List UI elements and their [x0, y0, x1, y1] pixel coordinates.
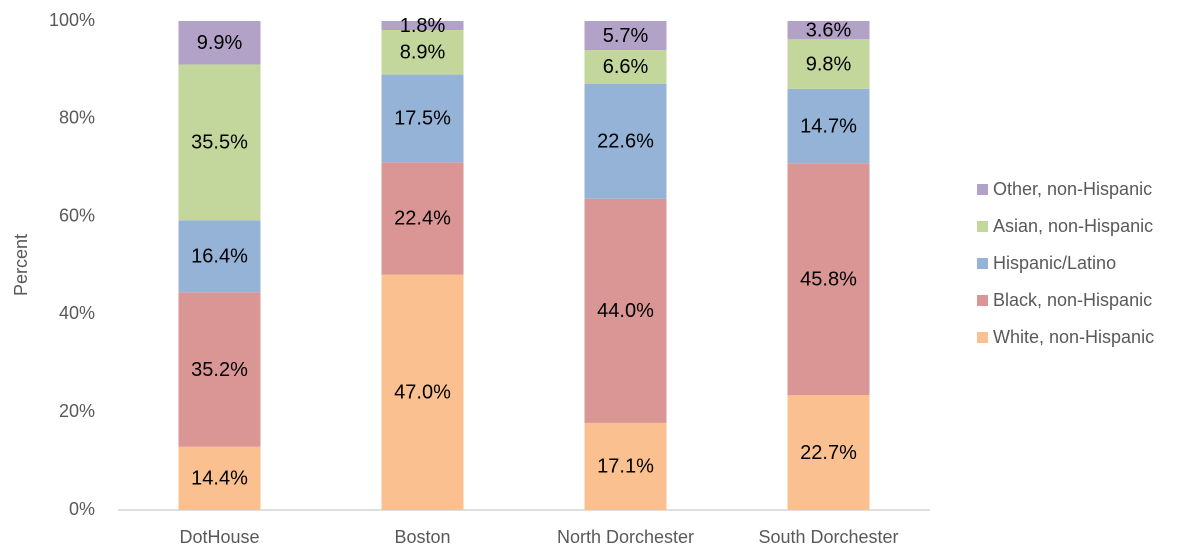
x-tick-label: North Dorchester [557, 527, 694, 547]
bar-segment [787, 395, 870, 510]
data-label: 1.8% [400, 15, 446, 37]
data-label: 17.1% [597, 456, 654, 478]
bar-segment [584, 50, 667, 84]
legend-label: Asian, non-Hispanic [993, 216, 1153, 236]
y-tick-label: 60% [59, 205, 95, 225]
legend-label: Hispanic/Latino [993, 253, 1116, 273]
bar-segment [381, 30, 464, 75]
bar-segment [178, 21, 261, 65]
data-label: 8.9% [400, 42, 446, 64]
legend-label: Black, non-Hispanic [993, 290, 1152, 310]
bar-segment [381, 74, 464, 163]
legend-label: Other, non-Hispanic [993, 179, 1152, 199]
bar-segment [584, 198, 667, 423]
data-label: 9.8% [806, 53, 852, 75]
y-tick-label: 20% [59, 401, 95, 421]
legend-swatch [977, 221, 988, 232]
bar-segment [787, 21, 870, 40]
data-label: 22.7% [800, 442, 857, 464]
bar-segment [178, 64, 261, 221]
y-axis-label: Percent [11, 234, 31, 296]
bar-segment [381, 162, 464, 275]
bar-segment [584, 21, 667, 51]
bar-segment [584, 83, 667, 199]
data-label: 22.4% [394, 208, 451, 230]
data-label: 14.4% [191, 468, 248, 490]
y-tick-label: 80% [59, 108, 95, 128]
x-tick-label: Boston [394, 527, 450, 547]
bar-segment [178, 292, 261, 447]
data-label: 3.6% [806, 19, 852, 41]
data-label: 6.6% [603, 56, 649, 78]
y-tick-label: 0% [69, 499, 95, 519]
legend-label: White, non-Hispanic [993, 327, 1154, 347]
data-label: 9.9% [197, 32, 243, 54]
bar-segment [787, 39, 870, 89]
data-label: 47.0% [394, 382, 451, 404]
data-label: 5.7% [603, 25, 649, 47]
data-label: 45.8% [800, 268, 857, 290]
bar-segment [381, 274, 464, 510]
legend-swatch [977, 295, 988, 306]
data-label: 22.6% [597, 130, 654, 152]
x-tick-label: DotHouse [179, 527, 259, 547]
bar-segment [178, 446, 261, 510]
y-tick-label: 100% [49, 10, 95, 30]
bar-segment [178, 220, 261, 293]
bar-segment [787, 163, 870, 396]
data-label: 44.0% [597, 300, 654, 322]
x-tick-label: South Dorchester [758, 527, 898, 547]
legend-swatch [977, 332, 988, 343]
bar-segment [381, 21, 464, 31]
bar-segment [584, 422, 667, 510]
data-label: 17.5% [394, 108, 451, 130]
data-label: 35.5% [191, 132, 248, 154]
data-label: 35.2% [191, 359, 248, 381]
legend-swatch [977, 258, 988, 269]
data-label: 16.4% [191, 246, 248, 268]
legend-swatch [977, 184, 988, 195]
y-tick-label: 40% [59, 303, 95, 323]
bar-segment [787, 88, 870, 164]
data-label: 14.7% [800, 115, 857, 137]
